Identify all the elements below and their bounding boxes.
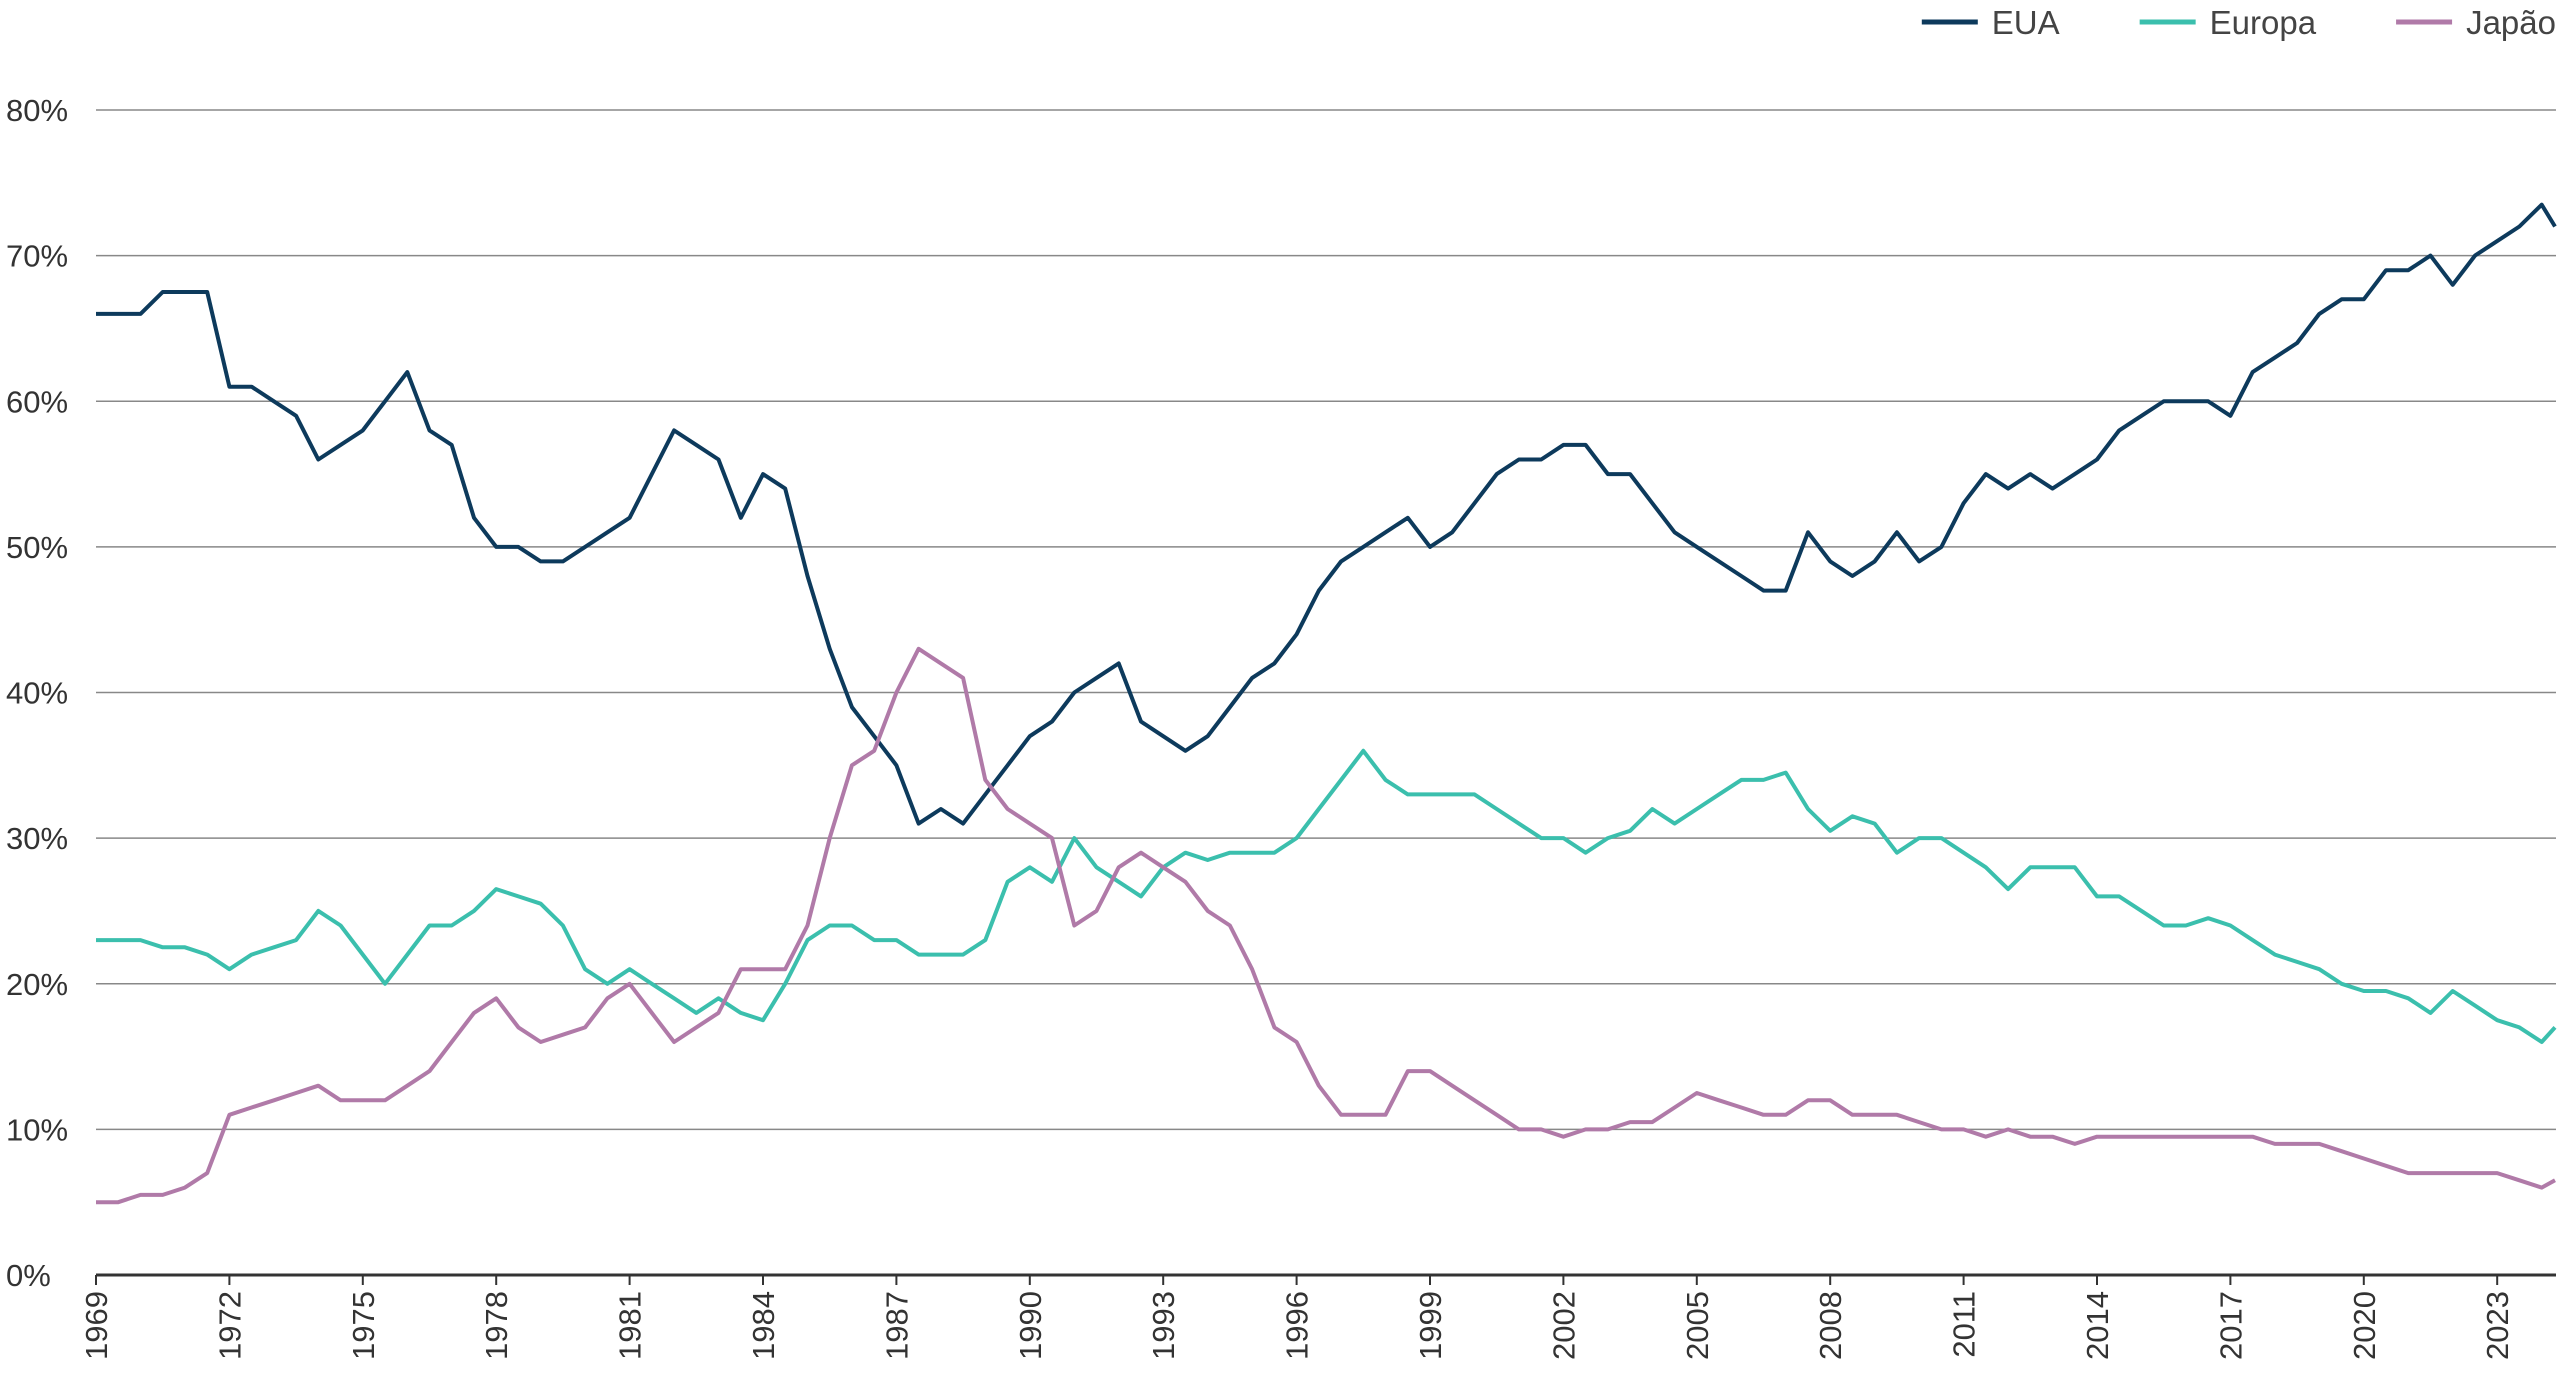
y-tick-label: 60% xyxy=(6,384,68,419)
y-tick-label: 30% xyxy=(6,821,68,856)
series-line xyxy=(96,646,2556,1205)
series-line xyxy=(96,748,2557,1044)
legend-label: Europa xyxy=(2210,4,2317,41)
y-tick-label: 50% xyxy=(6,530,68,565)
x-tick-label: 1987 xyxy=(879,1291,914,1360)
x-tick-label: 2005 xyxy=(1680,1291,1715,1360)
legend: Japão Europa EUA xyxy=(1921,4,2556,41)
y-tick-label: 0% xyxy=(6,1258,51,1293)
y-tick-label: 10% xyxy=(6,1112,68,1147)
x-tick-label: 1981 xyxy=(613,1291,648,1360)
x-tick-label: 2008 xyxy=(1813,1291,1848,1360)
x-tick-label: 2020 xyxy=(2347,1291,2382,1360)
x-tick-label: 1972 xyxy=(212,1291,247,1360)
x-tick-label: 1990 xyxy=(1013,1291,1048,1360)
x-tick-label: 2017 xyxy=(2213,1291,2248,1360)
x-tick-label: 1999 xyxy=(1413,1291,1448,1360)
x-tick-label: 2023 xyxy=(2480,1291,2515,1360)
x-tick-label: 2014 xyxy=(2080,1291,2115,1360)
legend-label: EUA xyxy=(1992,4,2060,41)
y-tick-label: 20% xyxy=(6,967,68,1002)
x-tick-label: 1996 xyxy=(1280,1291,1315,1360)
x-tick-label: 1969 xyxy=(79,1291,114,1360)
x-tick-label: 2002 xyxy=(1546,1291,1581,1360)
x-tick-label: 1975 xyxy=(346,1291,381,1360)
x-tick-label: 1978 xyxy=(479,1291,514,1360)
y-tick-label: 70% xyxy=(6,239,68,274)
x-tick-label: 1993 xyxy=(1146,1291,1181,1360)
x-tick-label: 2011 xyxy=(1947,1291,1982,1358)
legend-label: Japão xyxy=(2466,4,2556,41)
x-tick-label: 1984 xyxy=(746,1291,781,1360)
y-tick-label: 40% xyxy=(6,676,68,711)
series-line xyxy=(96,202,2557,826)
y-tick-label: 80% xyxy=(6,93,68,128)
